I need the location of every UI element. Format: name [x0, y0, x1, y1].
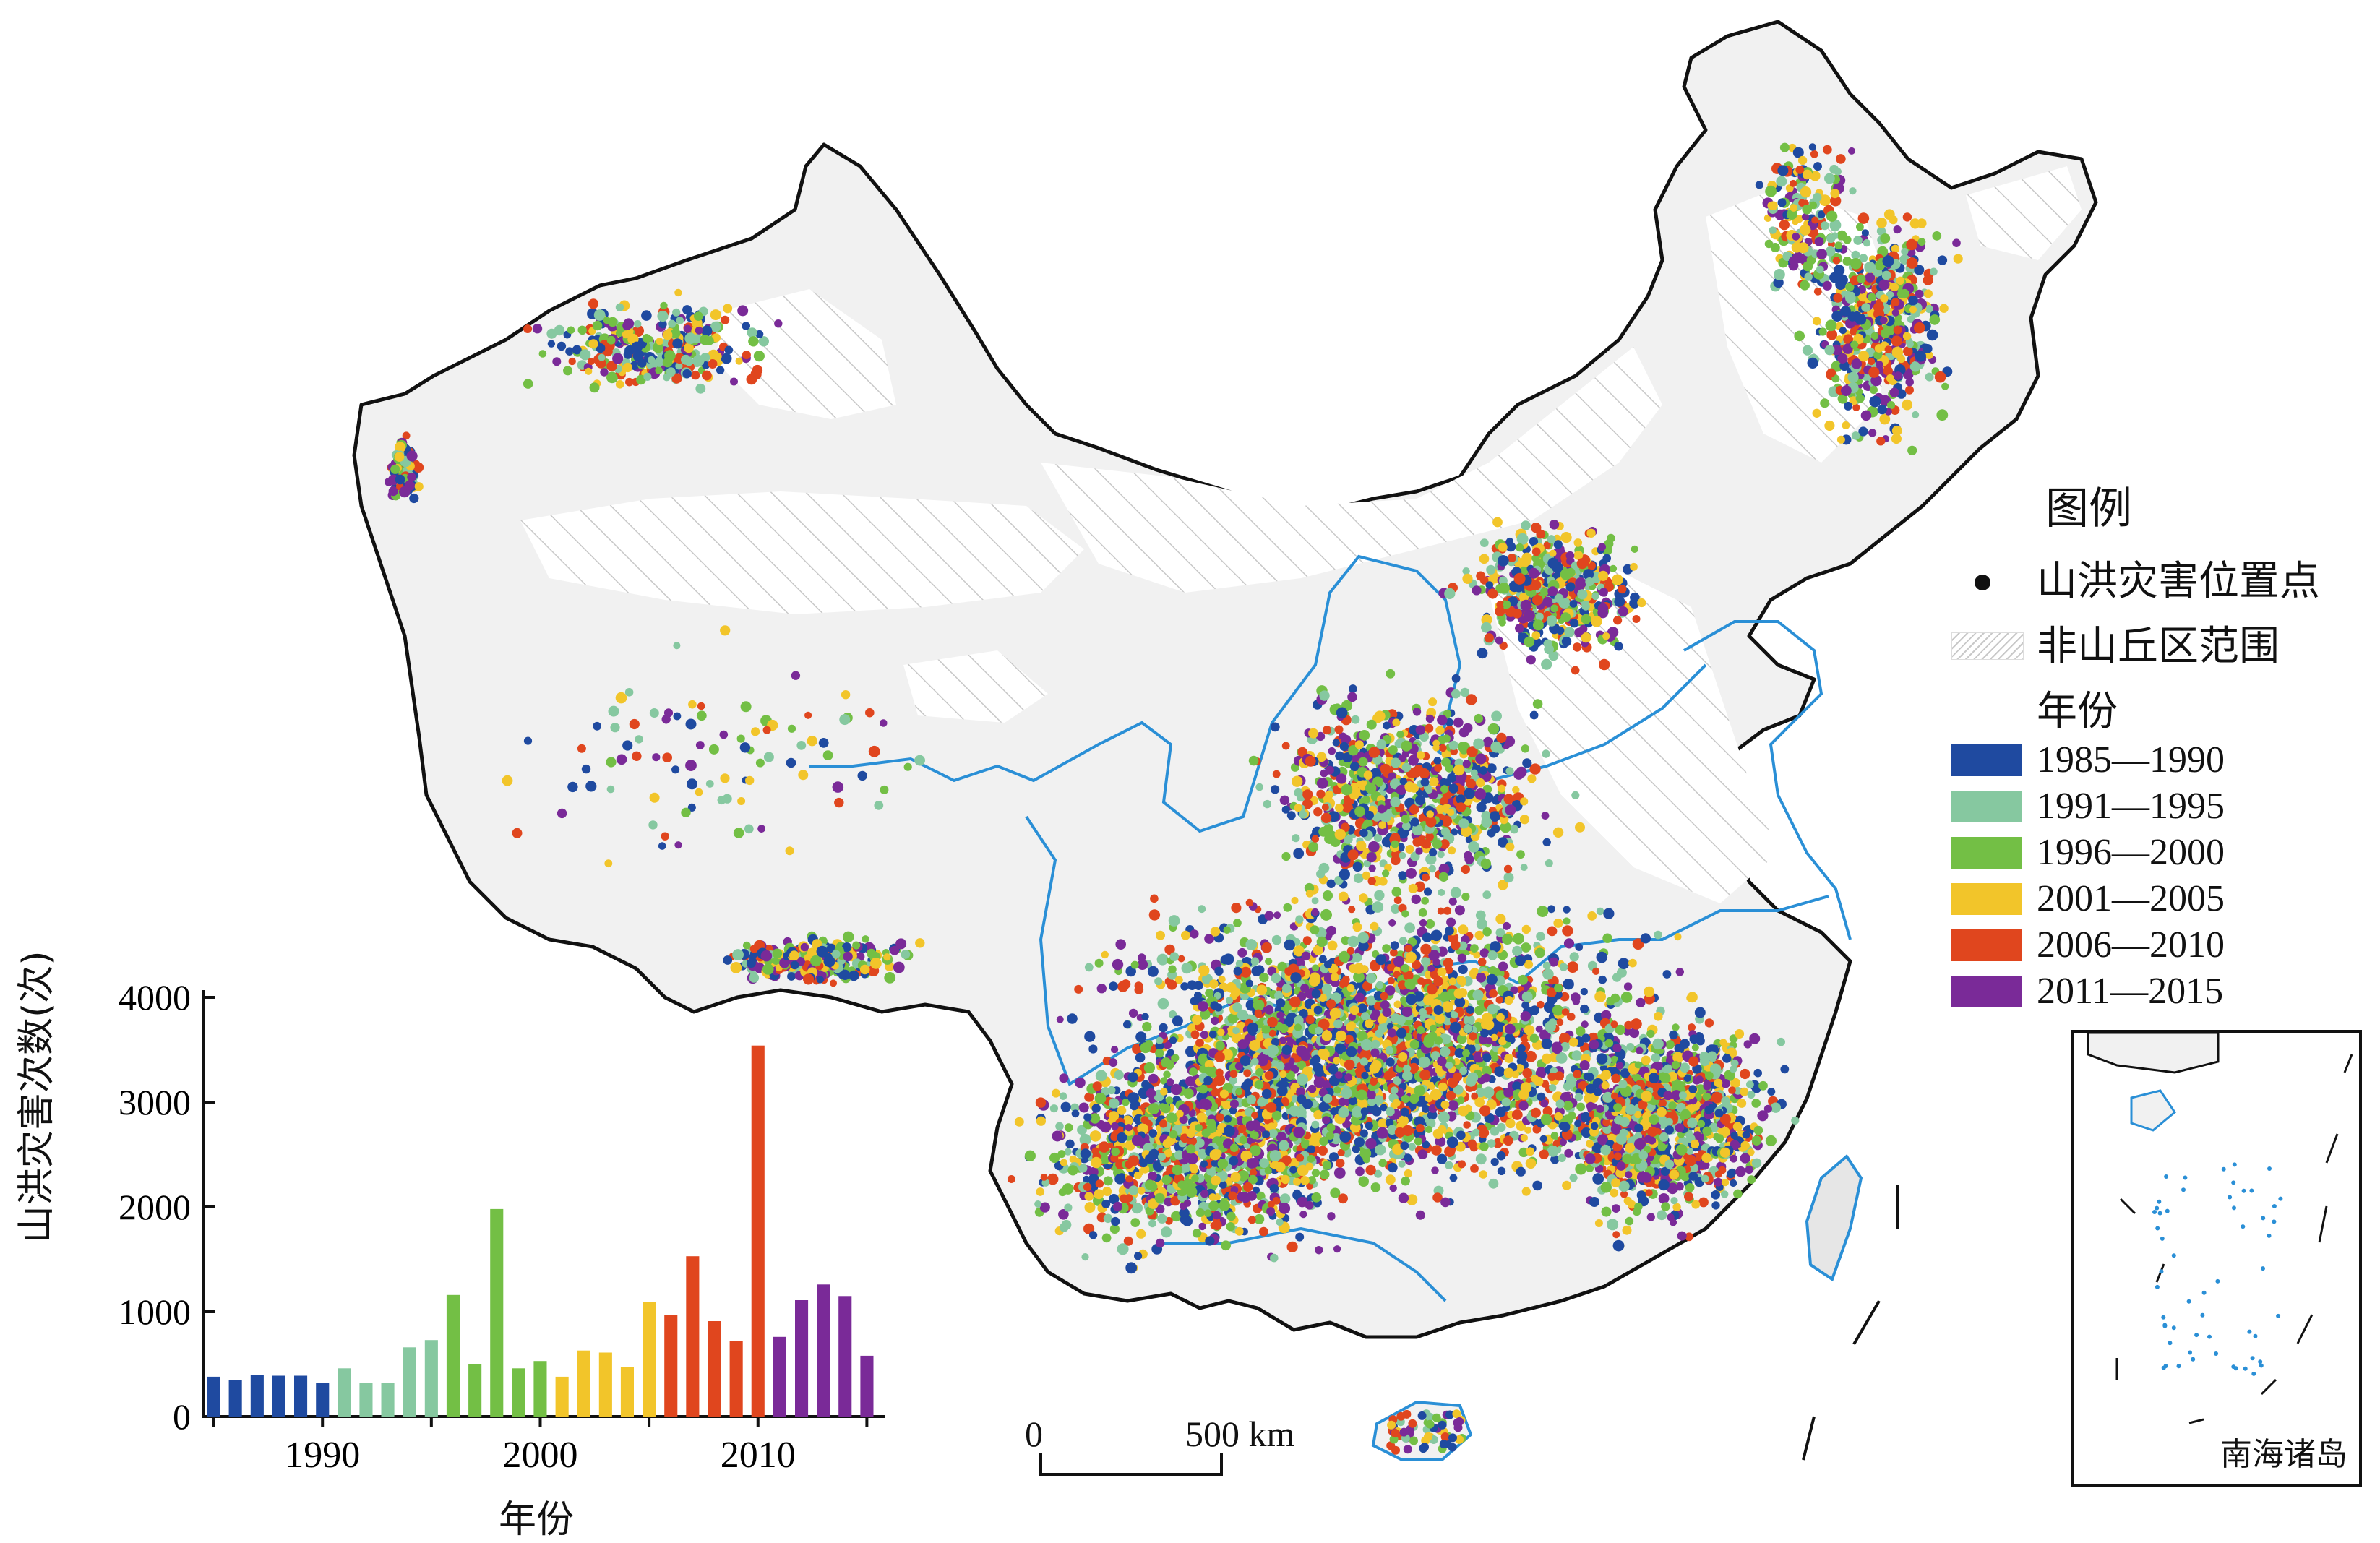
- bar-2013: [817, 1284, 830, 1417]
- scale-start-label: 0: [1025, 1413, 1043, 1455]
- bar-2008: [708, 1321, 721, 1417]
- chart-y-axis-label: 山洪灾害次数(次): [6, 950, 60, 1243]
- inset-map: [2074, 1033, 2359, 1484]
- scale-end-label: 500 km: [1185, 1413, 1294, 1455]
- hatch-swatch-icon: [1951, 632, 2024, 660]
- y-tick-label: 0: [173, 1396, 191, 1437]
- bar-1991: [338, 1368, 351, 1417]
- legend-title: 图例: [2045, 473, 2132, 536]
- bar-1993: [382, 1383, 395, 1417]
- bar-2000: [533, 1361, 546, 1417]
- bar-1998: [490, 1209, 503, 1417]
- bar-1988: [272, 1376, 285, 1417]
- legend-nonmountain-label: 非山丘区范围: [2037, 625, 2280, 669]
- y-tick-label: 4000: [119, 977, 191, 1018]
- bar-2011: [773, 1337, 786, 1417]
- bar-2015: [860, 1356, 873, 1417]
- point-marker-icon: [1975, 575, 1990, 590]
- x-tick-label: 1990: [285, 1435, 360, 1476]
- bar-1994: [403, 1347, 416, 1417]
- legend-period-label: 1991—1995: [2037, 785, 2225, 828]
- x-tick-label: 2010: [721, 1435, 796, 1476]
- y-tick-label: 1000: [119, 1291, 191, 1332]
- legend-period-label: 2001—2005: [2037, 877, 2225, 921]
- chart-x-axis-label: 年份: [499, 1489, 574, 1543]
- period-color-swatch: [1951, 744, 2022, 776]
- bar-2001: [556, 1377, 569, 1417]
- legend-point-label: 山洪灾害位置点: [2037, 560, 2320, 603]
- bar-2006: [664, 1315, 677, 1417]
- bar-1995: [425, 1340, 438, 1417]
- bar-1985: [207, 1377, 220, 1417]
- legend-year-title: 年份: [2037, 690, 2118, 734]
- bar-2009: [730, 1341, 743, 1417]
- legend-period-label: 2006—2010: [2037, 924, 2225, 967]
- bar-2007: [686, 1256, 699, 1417]
- scale-bar: [1041, 1453, 1221, 1474]
- bar-1986: [229, 1380, 242, 1417]
- y-tick-label: 3000: [119, 1082, 191, 1122]
- taiwan-island: [1807, 1156, 1861, 1279]
- legend-period-label: 1996—2000: [2037, 831, 2225, 874]
- annual-flood-bar-chart: 0 1000 2000 3000 4000 1990 2000 2010: [119, 977, 885, 1476]
- period-color-swatch: [1951, 791, 2022, 822]
- bar-2004: [621, 1367, 634, 1417]
- bar-1987: [251, 1375, 264, 1417]
- bar-1989: [294, 1376, 307, 1417]
- bar-2010: [752, 1046, 765, 1417]
- bar-2003: [599, 1353, 612, 1417]
- bar-1999: [512, 1368, 525, 1417]
- south-china-sea-inset: 南海诸岛: [2071, 1030, 2362, 1487]
- bar-1990: [316, 1383, 329, 1417]
- period-color-swatch: [1951, 929, 2022, 961]
- period-color-swatch: [1951, 837, 2022, 869]
- bar-1992: [359, 1383, 372, 1417]
- legend-period-label: 1985—1990: [2037, 739, 2225, 782]
- bar-2014: [838, 1296, 851, 1417]
- bar-1997: [468, 1364, 481, 1417]
- legend-period-label: 2011—2015: [2037, 970, 2223, 1013]
- bar-2012: [795, 1300, 808, 1417]
- inset-label: 南海诸岛: [2220, 1428, 2347, 1474]
- period-color-swatch: [1951, 883, 2022, 915]
- period-color-swatch: [1951, 976, 2022, 1007]
- bar-2002: [577, 1351, 590, 1417]
- x-tick-label: 2000: [502, 1435, 577, 1476]
- bar-2005: [643, 1302, 656, 1417]
- bar-1996: [447, 1295, 460, 1417]
- y-tick-label: 2000: [119, 1187, 191, 1227]
